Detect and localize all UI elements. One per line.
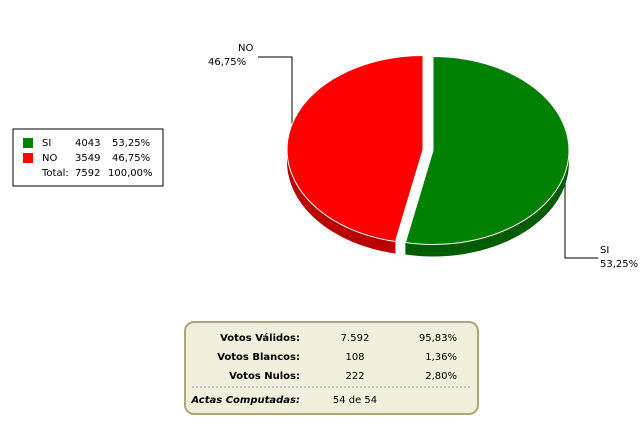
legend-percent: 46,75%	[112, 153, 150, 164]
slice	[286, 54, 424, 243]
slice-side	[287, 149, 396, 254]
summary-percent: 2,80%	[425, 371, 457, 382]
legend-swatch	[23, 138, 33, 148]
legend-swatch	[23, 153, 33, 163]
legend-total-percent: 100,00%	[108, 168, 153, 179]
legend-total: 7592	[75, 168, 100, 179]
summary-value: 222	[345, 371, 364, 382]
summary-value: 7.592	[341, 333, 370, 344]
summary-percent: 1,36%	[425, 352, 457, 363]
summary-percent: 95,83%	[419, 333, 457, 344]
summary-label: Votos Nulos:	[229, 371, 300, 382]
legend-count: 4043	[75, 138, 100, 149]
summary-label: Votos Válidos:	[220, 332, 300, 344]
leader-line	[564, 150, 598, 259]
legend-count: 3549	[75, 153, 100, 164]
actas-value: 54 de 54	[333, 395, 377, 406]
slice-value-label: 46,75%	[208, 57, 246, 68]
summary-label: Votos Blancos:	[217, 352, 300, 363]
actas-label: Actas Computadas:	[190, 395, 300, 406]
slice-side	[405, 150, 569, 257]
legend-percent: 53,25%	[112, 138, 150, 149]
legend-total-label: Total:	[41, 168, 69, 179]
legend-label: SI	[42, 138, 51, 149]
slice-value-label: 53,25%	[600, 259, 638, 270]
slice	[404, 56, 570, 246]
legend-box	[12, 128, 164, 187]
summary-value: 108	[345, 352, 364, 363]
legend-label: NO	[42, 153, 57, 164]
summary-box	[184, 321, 479, 415]
slice-label: SI	[600, 245, 609, 256]
slice-label: NO	[238, 43, 253, 54]
leader-line	[258, 56, 293, 130]
